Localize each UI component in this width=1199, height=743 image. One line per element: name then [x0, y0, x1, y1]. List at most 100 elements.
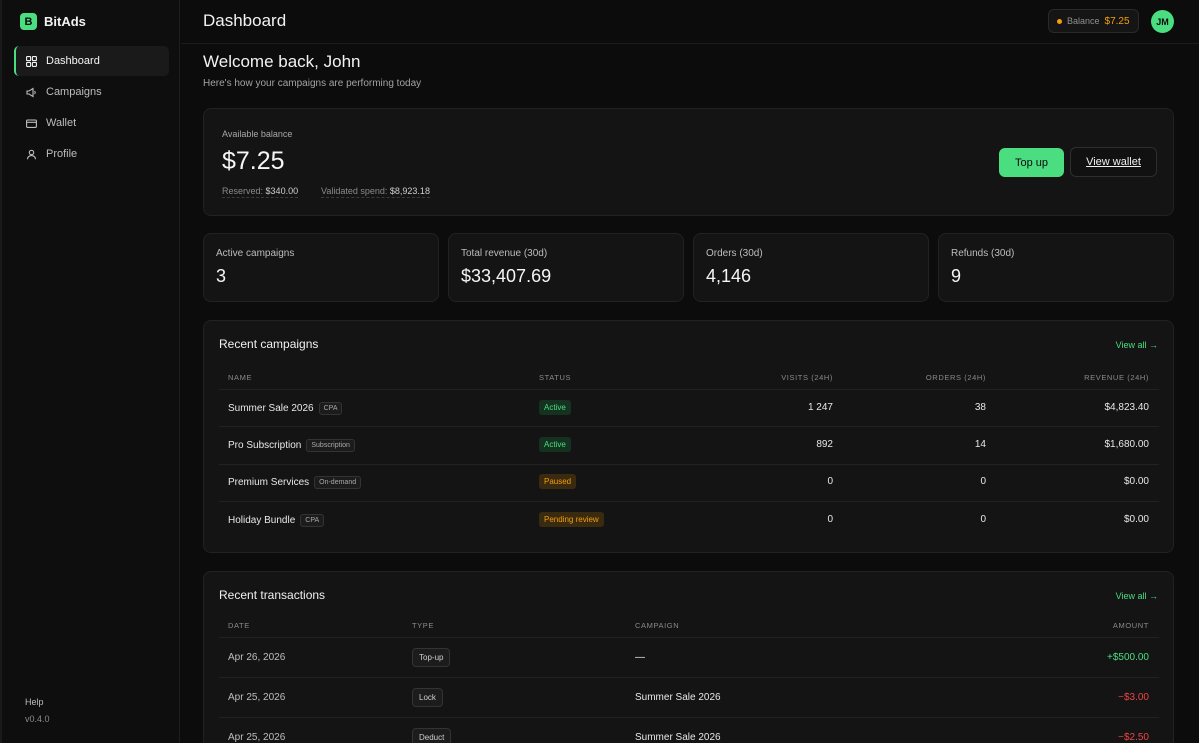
recent-campaigns-card: Recent campaigns View all → Name Status …: [203, 320, 1174, 553]
sidebar-item-label: Campaigns: [46, 86, 102, 98]
brand-name: BitAds: [44, 14, 86, 29]
campaign-name[interactable]: Pro Subscription Subscription: [228, 439, 355, 452]
campaign-type-tag: CPA: [300, 514, 325, 527]
user-icon: [26, 149, 37, 160]
brand[interactable]: B BitAds: [20, 13, 86, 30]
column-header-revenue[interactable]: Revenue (24h): [1084, 373, 1149, 382]
column-header-amount[interactable]: Amount: [1112, 621, 1149, 630]
orders-cell: 38: [974, 402, 986, 413]
orders-cell: 0: [980, 476, 986, 487]
sidebar-item-label: Dashboard: [46, 55, 100, 67]
tx-amount: −$2.50: [1118, 732, 1149, 743]
view-wallet-button[interactable]: View wallet: [1070, 147, 1157, 177]
header: Dashboard Balance $7.25 JM: [181, 0, 1199, 44]
balance-dot-icon: [1057, 18, 1062, 24]
orders-cell: 14: [974, 439, 986, 450]
visits-cell: 892: [816, 439, 833, 450]
campaign-name-text: Premium Services: [228, 477, 310, 488]
tx-date: Apr 25, 2026: [228, 732, 286, 743]
balance-value: $7.25: [1104, 15, 1130, 27]
sidebar: B BitAds Dashboard Campaigns Wallet Pro: [0, 0, 180, 743]
top-up-button[interactable]: Top up: [999, 148, 1064, 177]
tx-type-chip: Lock: [412, 688, 443, 707]
reserved-label: Reserved:: [222, 186, 264, 196]
sidebar-item-campaigns[interactable]: Campaigns: [14, 77, 169, 107]
validated-label: Validated spend:: [321, 186, 388, 196]
validated-value: $8,923.18: [389, 186, 430, 196]
balance-card: Available balance $7.25 Reserved: $340.0…: [203, 108, 1174, 216]
sidebar-item-label: Wallet: [46, 117, 77, 129]
divider: [219, 426, 1159, 427]
stat-value: 4,146: [706, 266, 752, 286]
column-header-campaign[interactable]: Campaign: [635, 621, 680, 630]
campaign-name[interactable]: Summer Sale 2026 CPA: [228, 402, 343, 415]
stat-label: Active campaigns: [216, 248, 295, 259]
divider: [219, 717, 1159, 718]
welcome-title: Welcome back, John: [203, 52, 361, 71]
balance-label: Balance: [1067, 16, 1100, 26]
tx-campaign: —: [635, 652, 645, 663]
help-link[interactable]: Help: [25, 697, 44, 707]
campaign-type-tag: CPA: [318, 402, 343, 415]
stat-value: 9: [951, 266, 962, 286]
balance-pill[interactable]: Balance $7.25: [1048, 9, 1139, 33]
status-badge: Active: [539, 437, 571, 452]
column-header-status[interactable]: Status: [539, 373, 572, 382]
column-header-date[interactable]: Date: [228, 621, 250, 630]
page-title: Dashboard: [203, 11, 287, 30]
stat-value: $33,407.69: [461, 266, 552, 286]
stat-card-total-revenue: Total revenue (30d) $33,407.69: [448, 233, 684, 302]
stat-card-active-campaigns: Active campaigns 3: [203, 233, 439, 302]
sidebar-item-label: Profile: [46, 148, 78, 160]
tx-type-chip: Top-up: [412, 648, 451, 667]
grid-icon: [26, 55, 37, 67]
stat-card-refunds: Refunds (30d) 9: [938, 233, 1174, 302]
reserved-value: $340.00: [265, 186, 299, 196]
sidebar-item-dashboard[interactable]: Dashboard: [14, 46, 169, 76]
campaign-name-text: Pro Subscription: [228, 440, 302, 451]
revenue-cell: $1,680.00: [1104, 439, 1150, 450]
view-all-transactions-link[interactable]: View all →: [1115, 591, 1158, 601]
section-title: Recent campaigns: [219, 337, 319, 351]
status-badge: Pending review: [539, 512, 604, 527]
avatar[interactable]: JM: [1151, 10, 1174, 33]
tx-campaign: Summer Sale 2026: [635, 732, 721, 743]
tx-date: Apr 25, 2026: [228, 692, 286, 703]
sidebar-nav: Dashboard Campaigns Wallet Profile: [14, 46, 169, 170]
tx-amount: −$3.00: [1118, 692, 1149, 703]
column-header-name[interactable]: Name: [228, 373, 253, 382]
validated-spend: Validated spend: $8,923.18: [321, 186, 430, 198]
tx-campaign: Summer Sale 2026: [635, 692, 721, 703]
sidebar-item-wallet[interactable]: Wallet: [14, 108, 169, 138]
divider: [219, 501, 1159, 502]
campaign-type-tag: Subscription: [306, 439, 355, 452]
reserved-amount: Reserved: $340.00: [222, 186, 299, 198]
visits-cell: 1 247: [807, 402, 833, 413]
column-header-orders[interactable]: Orders (24h): [925, 373, 986, 382]
section-title: Recent transactions: [219, 588, 326, 602]
orders-cell: 0: [980, 514, 986, 525]
campaign-name[interactable]: Premium Services On-demand: [228, 476, 362, 489]
campaign-name[interactable]: Holiday Bundle CPA: [228, 514, 325, 527]
megaphone-icon: [26, 87, 37, 98]
stat-label: Orders (30d): [706, 248, 763, 259]
column-header-visits[interactable]: Visits (24h): [781, 373, 833, 382]
divider: [219, 677, 1159, 678]
view-all-campaigns-link[interactable]: View all →: [1115, 340, 1158, 350]
version-label: v0.4.0: [25, 714, 50, 724]
recent-transactions-card: Recent transactions View all → Date Type…: [203, 571, 1174, 743]
tx-date: Apr 26, 2026: [228, 652, 286, 663]
campaign-type-tag: On-demand: [314, 476, 362, 489]
sidebar-item-profile[interactable]: Profile: [14, 139, 169, 169]
divider: [219, 637, 1159, 638]
stat-value: 3: [216, 266, 227, 286]
visits-cell: 0: [827, 476, 833, 487]
revenue-cell: $4,823.40: [1104, 402, 1150, 413]
tx-amount: +$500.00: [1107, 652, 1149, 663]
campaign-name-text: Holiday Bundle: [228, 515, 296, 526]
column-header-type[interactable]: Type: [412, 621, 434, 630]
available-balance-label: Available balance: [222, 129, 293, 139]
visits-cell: 0: [827, 514, 833, 525]
divider: [219, 389, 1159, 390]
stat-label: Total revenue (30d): [461, 248, 548, 259]
